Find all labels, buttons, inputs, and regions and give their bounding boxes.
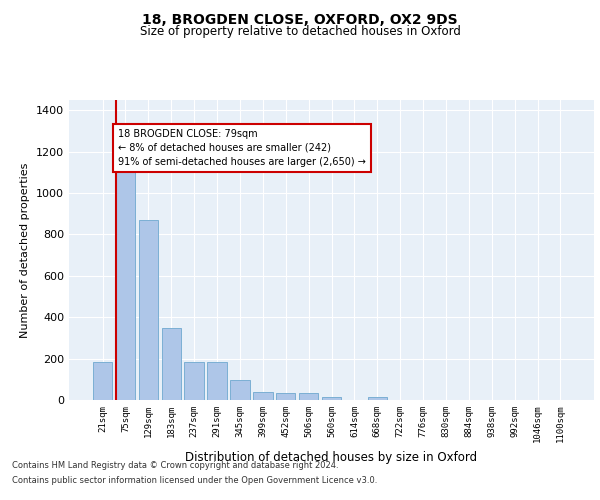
Bar: [230, 380, 250, 400]
Bar: [139, 220, 158, 400]
Text: 18 BROGDEN CLOSE: 79sqm
← 8% of detached houses are smaller (242)
91% of semi-de: 18 BROGDEN CLOSE: 79sqm ← 8% of detached…: [118, 129, 366, 167]
Bar: [276, 393, 295, 400]
Bar: [93, 362, 112, 400]
Bar: [116, 164, 135, 400]
Bar: [253, 392, 272, 400]
Bar: [299, 393, 319, 400]
Y-axis label: Number of detached properties: Number of detached properties: [20, 162, 31, 338]
Bar: [184, 362, 204, 400]
Text: Size of property relative to detached houses in Oxford: Size of property relative to detached ho…: [140, 25, 460, 38]
Bar: [368, 397, 387, 400]
Text: Contains HM Land Registry data © Crown copyright and database right 2024.: Contains HM Land Registry data © Crown c…: [12, 461, 338, 470]
Text: 18, BROGDEN CLOSE, OXFORD, OX2 9DS: 18, BROGDEN CLOSE, OXFORD, OX2 9DS: [142, 12, 458, 26]
Bar: [322, 397, 341, 400]
X-axis label: Distribution of detached houses by size in Oxford: Distribution of detached houses by size …: [185, 451, 478, 464]
Bar: [161, 328, 181, 400]
Text: Contains public sector information licensed under the Open Government Licence v3: Contains public sector information licen…: [12, 476, 377, 485]
Bar: [208, 362, 227, 400]
